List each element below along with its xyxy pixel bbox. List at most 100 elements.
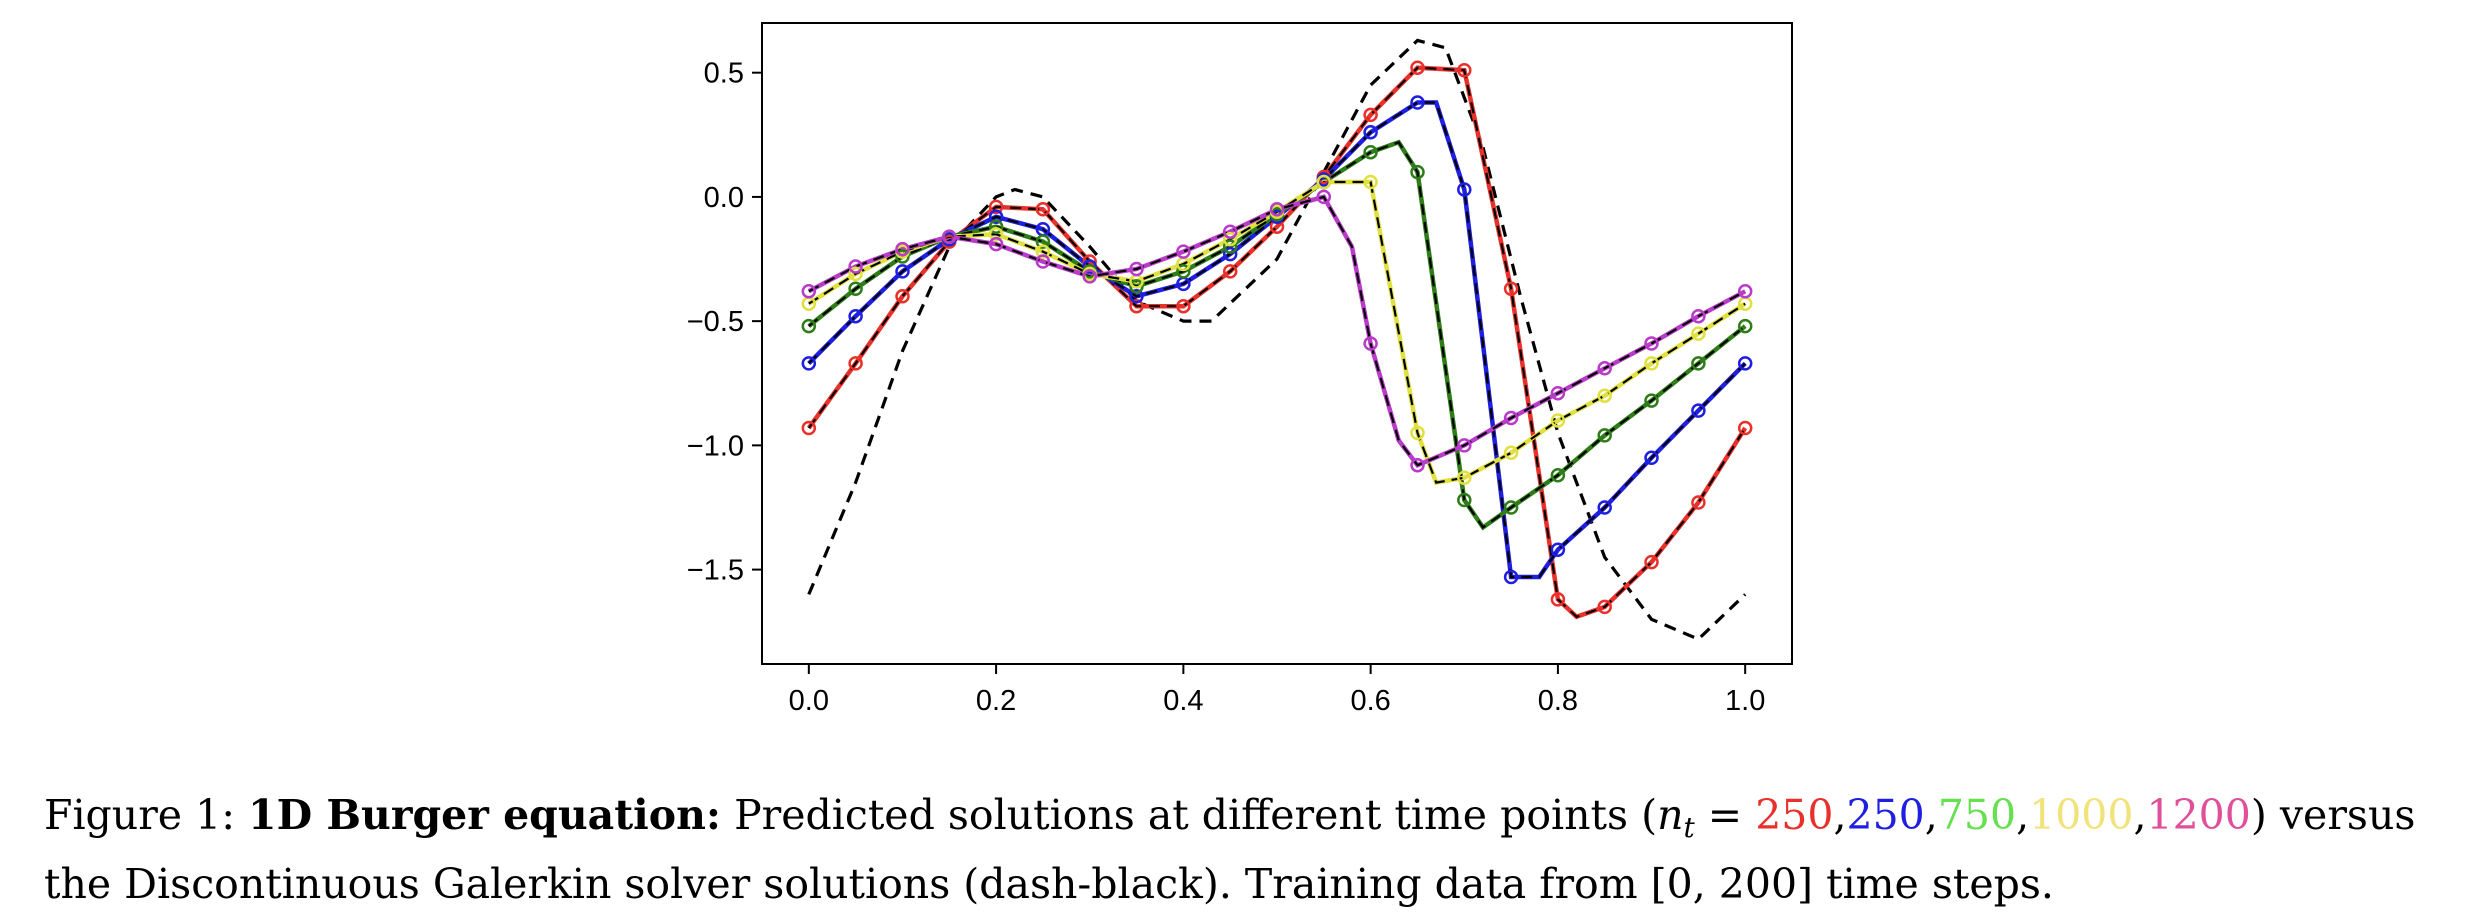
series-2-marker-9 bbox=[1222, 239, 1238, 254]
series-dash-overlay-1 bbox=[808, 101, 1746, 579]
x-tick-label-2: 0.4 bbox=[1163, 685, 1203, 717]
marker-layer bbox=[801, 60, 1753, 615]
series-1-marker-17 bbox=[1597, 500, 1612, 515]
series-2-marker-14 bbox=[1457, 492, 1472, 508]
y-tick-label-4: −1.5 bbox=[687, 555, 744, 587]
series-line-1 bbox=[807, 100, 1747, 580]
caption-nt-variable: n bbox=[1657, 791, 1684, 839]
series-0-marker-8 bbox=[1176, 298, 1191, 314]
series-0-marker-20 bbox=[1737, 420, 1753, 436]
series-3-marker-5 bbox=[1035, 244, 1051, 259]
series-4-marker-19 bbox=[1691, 308, 1706, 324]
caption-nt-subscript: t bbox=[1683, 811, 1695, 844]
series-3-marker-16 bbox=[1550, 413, 1566, 428]
series-0-marker-15 bbox=[1503, 281, 1519, 297]
series-1-marker-1 bbox=[848, 308, 863, 324]
series-0-marker-12 bbox=[1363, 107, 1378, 123]
series-0-marker-14 bbox=[1457, 62, 1472, 78]
series-0-marker-2 bbox=[895, 289, 910, 304]
series-3-marker-1 bbox=[848, 266, 863, 282]
series-4-marker-11 bbox=[1316, 189, 1332, 205]
series-1-marker-13 bbox=[1410, 95, 1425, 110]
series-2-marker-1 bbox=[848, 281, 863, 297]
series-1-marker-14 bbox=[1457, 182, 1472, 197]
series-2-marker-0 bbox=[801, 318, 817, 334]
series-4-marker-18 bbox=[1644, 336, 1659, 351]
series-4-marker-0 bbox=[801, 284, 817, 299]
series-1-marker-16 bbox=[1550, 542, 1566, 557]
series-0-marker-4 bbox=[988, 199, 1004, 215]
series-0-marker-17 bbox=[1597, 599, 1612, 615]
series-0-marker-7 bbox=[1129, 298, 1144, 314]
series-4-marker-3 bbox=[942, 229, 957, 244]
caption-value-4: 1200 bbox=[2146, 791, 2251, 839]
series-4-marker-13 bbox=[1410, 457, 1425, 473]
series-2-marker-20 bbox=[1737, 318, 1753, 334]
series-1-marker-7 bbox=[1129, 289, 1144, 304]
series-3-marker-11 bbox=[1316, 174, 1332, 190]
series-2-marker-7 bbox=[1129, 279, 1144, 294]
series-3-marker-9 bbox=[1222, 231, 1238, 247]
series-dash-overlay-4 bbox=[808, 195, 1746, 467]
y-tick-label-2: −0.5 bbox=[687, 306, 744, 338]
series-1-marker-15 bbox=[1503, 569, 1519, 585]
series-4-marker-12 bbox=[1363, 336, 1378, 351]
series-0-marker-5 bbox=[1035, 202, 1051, 217]
caption-figure-label: Figure 1: bbox=[44, 791, 249, 839]
caption-comma: , bbox=[2133, 791, 2147, 839]
x-tick-label-5: 1.0 bbox=[1725, 685, 1765, 717]
series-2-marker-12 bbox=[1363, 144, 1378, 160]
series-4-marker-20 bbox=[1737, 284, 1753, 299]
figure-caption: Figure 1: 1D Burger equation: Predicted … bbox=[44, 787, 2444, 912]
caption-line-2: the Discontinuous Galerkin solver soluti… bbox=[44, 860, 2054, 908]
series-2-marker-5 bbox=[1035, 234, 1051, 249]
series-1-marker-19 bbox=[1691, 403, 1706, 418]
series-4-marker-2 bbox=[895, 241, 910, 257]
series-2-marker-19 bbox=[1691, 356, 1706, 371]
series-0-marker-0 bbox=[801, 420, 817, 436]
series-2-marker-13 bbox=[1410, 164, 1425, 180]
series-0-marker-13 bbox=[1410, 60, 1425, 75]
series-3-marker-19 bbox=[1691, 326, 1706, 341]
series-4-marker-17 bbox=[1597, 361, 1612, 376]
series-1-marker-4 bbox=[988, 209, 1004, 225]
reference-series-line bbox=[807, 38, 1747, 642]
x-tick-label-4: 0.8 bbox=[1538, 685, 1578, 717]
series-1-marker-20 bbox=[1737, 356, 1753, 371]
caption-bold-title: 1D Burger equation: bbox=[248, 791, 722, 839]
series-0-marker-9 bbox=[1222, 264, 1238, 279]
series-4-marker-4 bbox=[988, 236, 1004, 252]
caption-value-0: 250 bbox=[1755, 791, 1834, 839]
series-dash-overlay-2 bbox=[808, 140, 1746, 529]
y-tick-label-1: 0.0 bbox=[704, 182, 744, 214]
series-0-marker-18 bbox=[1644, 554, 1659, 570]
series-0-marker-19 bbox=[1691, 495, 1706, 510]
series-3-marker-18 bbox=[1644, 356, 1659, 371]
series-3-marker-15 bbox=[1503, 445, 1519, 461]
caption-line-1: Figure 1: 1D Burger equation: Predicted … bbox=[44, 787, 2444, 856]
caption-comma: , bbox=[2016, 791, 2030, 839]
series-1-marker-9 bbox=[1222, 246, 1238, 262]
series-0-marker-1 bbox=[848, 356, 863, 371]
series-4-marker-16 bbox=[1550, 385, 1566, 401]
series-1-marker-12 bbox=[1363, 125, 1378, 140]
x-tick-label-1: 0.2 bbox=[976, 685, 1016, 717]
series-3-marker-13 bbox=[1410, 425, 1425, 441]
series-3-marker-12 bbox=[1363, 174, 1378, 190]
series-4-marker-7 bbox=[1129, 261, 1144, 277]
series-1-marker-6 bbox=[1082, 259, 1097, 274]
series-0-marker-16 bbox=[1550, 592, 1566, 607]
series-3-marker-17 bbox=[1597, 388, 1612, 403]
series-2-marker-4 bbox=[988, 219, 1004, 234]
series-4-marker-9 bbox=[1222, 224, 1238, 239]
y-tick-label-0: 0.5 bbox=[704, 58, 744, 90]
series-1-marker-0 bbox=[801, 356, 817, 371]
caption-text-after: ) versus bbox=[2250, 791, 2416, 839]
series-2-marker-18 bbox=[1644, 393, 1659, 408]
x-tick-label-3: 0.6 bbox=[1350, 685, 1390, 717]
series-4-marker-1 bbox=[848, 259, 863, 274]
series-2-marker-17 bbox=[1597, 428, 1612, 443]
caption-value-1: 250 bbox=[1846, 791, 1925, 839]
series-4-marker-10 bbox=[1269, 202, 1285, 217]
